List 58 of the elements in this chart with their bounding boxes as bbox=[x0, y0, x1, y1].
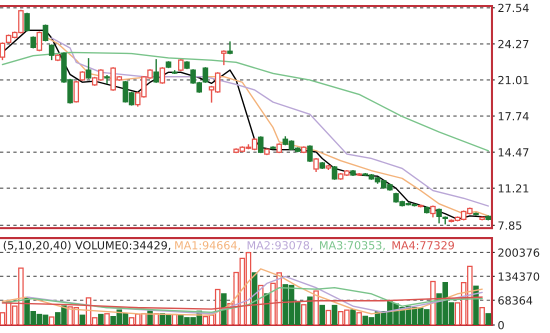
candlestick bbox=[332, 165, 338, 181]
candlestick bbox=[36, 30, 42, 52]
y-tick-label: 68364 bbox=[498, 296, 532, 305]
candlestick bbox=[30, 36, 36, 50]
line-series bbox=[2, 268, 483, 316]
bar bbox=[319, 304, 326, 326]
line-series bbox=[2, 52, 489, 152]
bar bbox=[356, 312, 362, 326]
line-series bbox=[2, 296, 483, 310]
text: MA3:70353, bbox=[320, 241, 385, 251]
bar bbox=[486, 313, 492, 326]
bar bbox=[332, 304, 338, 326]
candlestick bbox=[24, 12, 30, 32]
candlestick bbox=[307, 144, 313, 163]
text: MA1:94664, bbox=[175, 241, 240, 251]
bar bbox=[301, 304, 307, 326]
candlestick bbox=[80, 70, 86, 82]
candlestick bbox=[430, 204, 436, 218]
candlestick bbox=[42, 24, 48, 42]
bar bbox=[307, 296, 313, 326]
bar bbox=[48, 316, 54, 326]
text: MA2:93078, bbox=[248, 241, 312, 251]
bar bbox=[350, 310, 356, 326]
y-tick-label: 0 bbox=[498, 320, 504, 330]
candlestick bbox=[227, 40, 233, 55]
y-tick-label: 21.01 bbox=[498, 76, 528, 84]
y-tick-label: 200376 bbox=[498, 248, 540, 257]
candlestick bbox=[73, 80, 80, 104]
candlestick bbox=[178, 58, 184, 72]
y-tick-label: 14.47 bbox=[498, 148, 528, 156]
line-series bbox=[2, 287, 483, 314]
y-tick-label: 27.54 bbox=[498, 4, 529, 12]
annotation: (5,10,20,40) VOLUME0:34429, bbox=[4, 240, 170, 251]
candlestick bbox=[153, 58, 159, 84]
bar bbox=[98, 314, 104, 326]
candlestick bbox=[202, 66, 208, 84]
bar bbox=[80, 314, 86, 326]
line-series bbox=[26, 276, 483, 314]
candlestick bbox=[313, 157, 319, 173]
bar bbox=[153, 313, 159, 326]
candlestick bbox=[436, 208, 442, 224]
candlestick bbox=[160, 66, 166, 85]
y-tick-label: 7.85 bbox=[498, 221, 522, 230]
candlestick bbox=[86, 57, 92, 80]
bar bbox=[479, 307, 485, 326]
candlestick bbox=[221, 50, 227, 66]
y-tick-label: 24.27 bbox=[498, 40, 528, 48]
y-tick-label: 17.74 bbox=[498, 112, 529, 120]
y-tick-label: 11.21 bbox=[498, 184, 528, 192]
text: MA4:77329 bbox=[392, 241, 454, 250]
y-tick-label: 134370 bbox=[498, 272, 540, 281]
bar bbox=[147, 310, 153, 326]
bar bbox=[313, 290, 319, 326]
candlestick bbox=[48, 44, 54, 61]
bar bbox=[172, 314, 178, 326]
bar bbox=[264, 293, 270, 326]
bar bbox=[326, 310, 332, 326]
bar bbox=[104, 313, 110, 326]
